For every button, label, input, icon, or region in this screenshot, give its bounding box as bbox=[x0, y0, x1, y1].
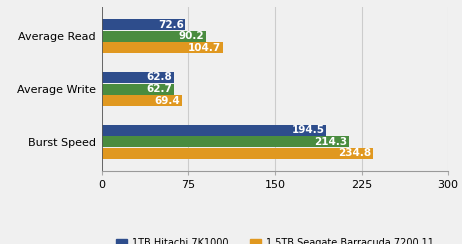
Bar bbox=[102, 31, 206, 42]
Text: 69.4: 69.4 bbox=[154, 96, 180, 106]
Bar bbox=[102, 83, 174, 95]
Bar bbox=[102, 95, 182, 106]
Text: 62.8: 62.8 bbox=[147, 72, 172, 82]
Text: 194.5: 194.5 bbox=[292, 125, 324, 135]
Text: 62.7: 62.7 bbox=[146, 84, 172, 94]
Bar bbox=[102, 72, 174, 83]
Text: 104.7: 104.7 bbox=[188, 43, 221, 53]
Bar bbox=[102, 136, 349, 147]
Bar bbox=[102, 42, 223, 53]
Text: 234.8: 234.8 bbox=[338, 148, 371, 158]
Text: 90.2: 90.2 bbox=[178, 31, 204, 41]
Bar bbox=[102, 148, 373, 159]
Text: 72.6: 72.6 bbox=[158, 20, 184, 30]
Legend: 1TB Hitachi 7K1000, 1TB WD Caviar Black, 1.5TB Seagate Barracuda 7200.11: 1TB Hitachi 7K1000, 1TB WD Caviar Black,… bbox=[112, 234, 438, 244]
Bar bbox=[102, 19, 185, 30]
Bar bbox=[102, 125, 326, 136]
Text: 214.3: 214.3 bbox=[314, 137, 347, 147]
